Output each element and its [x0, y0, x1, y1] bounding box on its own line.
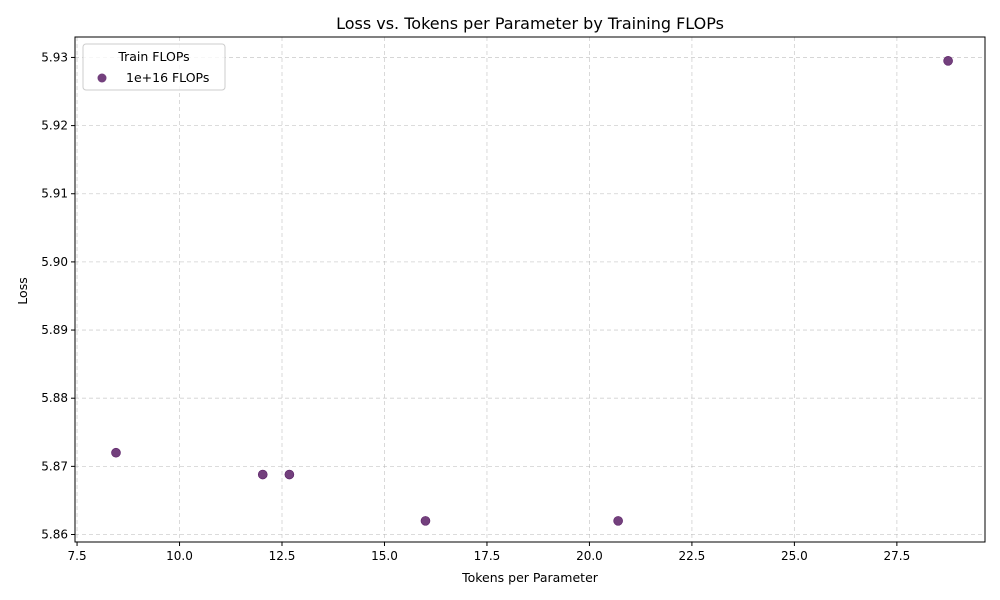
legend-title: Train FLOPs — [117, 49, 189, 64]
y-tick-label: 5.92 — [41, 119, 68, 133]
data-points — [111, 56, 953, 526]
y-tick-label: 5.87 — [41, 459, 68, 473]
x-axis-label: Tokens per Parameter — [461, 570, 599, 585]
y-axis-label: Loss — [15, 277, 30, 304]
legend-box — [82, 43, 226, 91]
y-tick-label: 5.86 — [41, 528, 68, 542]
x-tick-label: 15.0 — [371, 549, 398, 563]
data-point — [613, 516, 623, 526]
data-point — [284, 469, 295, 480]
x-tick-label: 22.5 — [679, 549, 706, 563]
y-axis: 5.86 5.87 5.88 5.89 5.90 5.91 5.92 5.93 — [41, 50, 75, 542]
x-tick-label: 17.5 — [474, 549, 501, 563]
grid — [75, 37, 985, 542]
data-point — [943, 56, 953, 66]
legend: Train FLOPs 1e+16 FLOPs — [82, 43, 226, 91]
y-tick-label: 5.90 — [41, 255, 68, 269]
x-tick-label: 12.5 — [269, 549, 296, 563]
data-point — [420, 516, 431, 526]
x-axis: 7.5 10.0 12.5 15.0 17.5 20.0 22.5 25.0 27.5 — [68, 542, 911, 563]
x-tick-label: 20.0 — [576, 549, 603, 563]
chart-title: Loss vs. Tokens per Parameter by Trainin… — [336, 14, 724, 33]
plot-area — [74, 36, 986, 543]
x-tick-label: 7.5 — [68, 549, 87, 563]
y-tick-label: 5.89 — [41, 323, 68, 337]
legend-marker — [97, 73, 107, 83]
legend-entry-label: 1e+16 FLOPs — [126, 70, 209, 85]
x-tick-label: 25.0 — [781, 549, 808, 563]
y-tick-label: 5.93 — [41, 50, 68, 64]
x-tick-label: 27.5 — [884, 549, 911, 563]
y-tick-label: 5.88 — [41, 391, 68, 405]
data-point — [257, 469, 268, 480]
data-point — [111, 447, 121, 458]
y-tick-label: 5.91 — [41, 187, 68, 201]
x-tick-label: 10.0 — [166, 549, 193, 563]
